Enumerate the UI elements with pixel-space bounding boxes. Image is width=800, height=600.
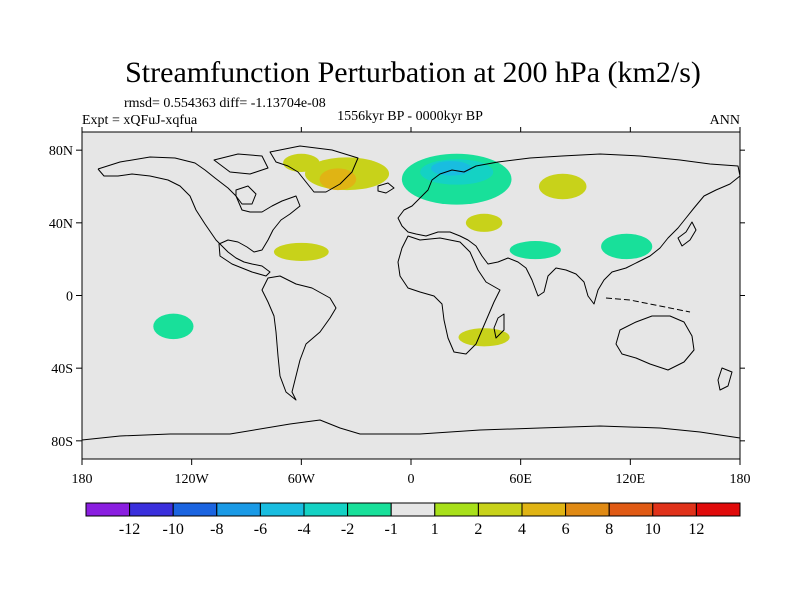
colorbar-swatch: [477, 502, 523, 517]
period-label: 1556kyr BP - 0000kyr BP: [337, 109, 483, 124]
anomaly-greenland-core: [319, 168, 357, 191]
anomaly-scandinavia-core: [431, 161, 472, 176]
colorbar-label: 1: [431, 521, 439, 538]
colorbar-swatch: [129, 502, 174, 517]
colorbar-swatch: [521, 502, 567, 517]
anomaly-subtropical-atlantic: [273, 242, 329, 261]
x-axis: 180 120W 60W 0 60E 120E 180: [72, 127, 751, 487]
season-label: ANN: [710, 113, 740, 128]
experiment-label: Expt = xQFuJ-xqfua: [82, 113, 198, 128]
colorbar-swatch: [434, 502, 479, 517]
colorbar-swatch: [85, 502, 131, 517]
coast-antarctica: [81, 419, 741, 441]
colorbar-label: -8: [210, 521, 223, 538]
y-tick-label: 40S: [51, 362, 73, 377]
y-tick-label: 80N: [49, 144, 73, 159]
y-tick-label: 0: [66, 290, 73, 305]
colorbar-swatch: [695, 502, 741, 517]
y-tick-label: 80S: [51, 435, 73, 450]
anomaly-layer: [153, 153, 653, 347]
anomaly-south-africa: [458, 328, 510, 347]
anomaly-south-pacific: [153, 313, 194, 340]
colorbar-label: 2: [474, 521, 482, 538]
colorbar-swatch: [216, 502, 261, 517]
colorbar-label: -10: [163, 521, 184, 538]
y-axis: 80N 40N 0 40S 80S: [49, 144, 745, 450]
coast-eurasia: [397, 153, 741, 305]
colorbar-swatch: [652, 502, 697, 517]
coast-africa: [397, 235, 501, 355]
anomaly-west-siberia: [538, 173, 587, 200]
coast-iceland: [377, 182, 395, 194]
coast-madagascar: [493, 313, 505, 339]
coast-hudson-bay: [235, 185, 257, 205]
anomaly-canadian-arctic: [283, 153, 320, 172]
colorbar-label: 8: [605, 521, 613, 538]
colorbar-label: 12: [688, 521, 704, 538]
colorbar-label: 10: [645, 521, 661, 538]
colorbar: -12 -10 -8 -6 -4 -2 -1 1 2 4 6 8 10 12: [85, 502, 741, 538]
coast-new-zealand: [717, 367, 733, 391]
x-tick-label: 180: [730, 472, 751, 487]
colorbar-label: -2: [341, 521, 354, 538]
coastlines: [81, 145, 741, 441]
colorbar-label: 4: [518, 521, 526, 538]
colorbar-label: -1: [385, 521, 398, 538]
colorbar-label: -6: [254, 521, 267, 538]
stats-label: rmsd= 0.554363 diff= -1.13704e-08: [124, 96, 326, 111]
colorbar-swatch: [390, 502, 436, 517]
anomaly-mediterranean: [465, 213, 503, 232]
anomaly-arabian-sea: [509, 241, 561, 260]
colorbar-label: -4: [297, 521, 310, 538]
x-tick-label: 60E: [509, 472, 532, 487]
colorbar-swatch: [303, 502, 349, 517]
colorbar-swatch: [608, 502, 654, 517]
x-tick-label: 60W: [288, 472, 316, 487]
colorbar-swatch: [259, 502, 305, 517]
coast-japan: [677, 221, 697, 247]
x-tick-label: 120E: [616, 472, 646, 487]
colorbar-swatch: [347, 502, 392, 517]
coast-arctic-islands: [213, 153, 269, 175]
x-tick-label: 180: [72, 472, 93, 487]
colorbar-swatch: [172, 502, 218, 517]
anomaly-east-asia: [601, 233, 653, 260]
x-tick-label: 0: [408, 472, 415, 487]
colorbar-label: -12: [119, 521, 140, 538]
coast-north-america: [97, 156, 301, 277]
x-tick-label: 120W: [175, 472, 210, 487]
coast-australia: [615, 315, 695, 371]
y-tick-label: 40N: [49, 217, 73, 232]
colorbar-swatch: [565, 502, 610, 517]
coast-greenland: [269, 145, 359, 193]
chart-title: Streamfunction Perturbation at 200 hPa (…: [125, 56, 701, 89]
colorbar-label: 6: [562, 521, 570, 538]
coast-south-america: [261, 275, 337, 401]
